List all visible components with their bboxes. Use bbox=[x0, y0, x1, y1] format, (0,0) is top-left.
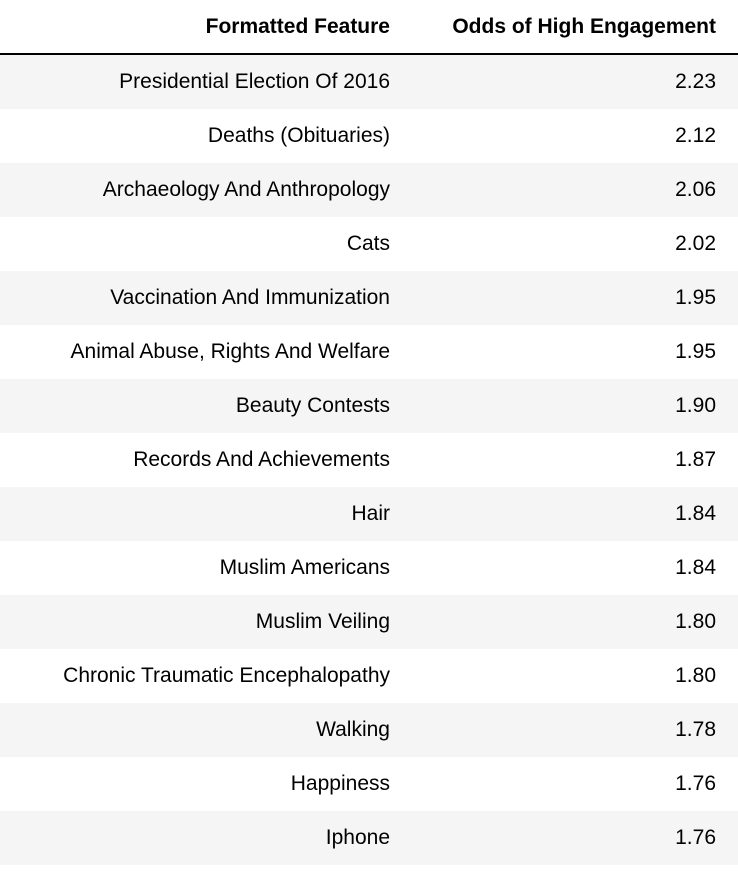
table-row: Happiness 1.76 bbox=[0, 757, 738, 811]
odds-cell: 1.84 bbox=[402, 541, 738, 595]
table-row: Muslim Americans 1.84 bbox=[0, 541, 738, 595]
feature-cell: Muslim Veiling bbox=[0, 595, 402, 649]
feature-cell: Walking bbox=[0, 703, 402, 757]
feature-cell: Records And Achievements bbox=[0, 433, 402, 487]
column-header-formatted-feature: Formatted Feature bbox=[0, 0, 402, 55]
odds-cell: 2.02 bbox=[402, 217, 738, 271]
odds-cell: 2.06 bbox=[402, 163, 738, 217]
feature-cell: Animal Abuse, Rights And Welfare bbox=[0, 325, 402, 379]
table-row: Archaeology And Anthropology 2.06 bbox=[0, 163, 738, 217]
odds-cell: 1.84 bbox=[402, 487, 738, 541]
table-row: Chronic Traumatic Encephalopathy 1.80 bbox=[0, 649, 738, 703]
odds-cell: 1.90 bbox=[402, 379, 738, 433]
odds-cell: 1.87 bbox=[402, 433, 738, 487]
table-row: Deaths (Obituaries) 2.12 bbox=[0, 109, 738, 163]
table-row: Records And Achievements 1.87 bbox=[0, 433, 738, 487]
odds-cell: 1.95 bbox=[402, 325, 738, 379]
table-header: Formatted Feature Odds of High Engagemen… bbox=[0, 0, 738, 55]
odds-cell: 1.76 bbox=[402, 757, 738, 811]
feature-cell: Deaths (Obituaries) bbox=[0, 109, 402, 163]
table-row: Vaccination And Immunization 1.95 bbox=[0, 271, 738, 325]
feature-cell: Chronic Traumatic Encephalopathy bbox=[0, 649, 402, 703]
column-header-odds: Odds of High Engagement bbox=[402, 0, 738, 55]
feature-cell: Cats bbox=[0, 217, 402, 271]
table-row: Muslim Veiling 1.80 bbox=[0, 595, 738, 649]
feature-cell: Iphone bbox=[0, 811, 402, 865]
header-row: Formatted Feature Odds of High Engagemen… bbox=[0, 0, 738, 55]
feature-cell: Vaccination And Immunization bbox=[0, 271, 402, 325]
table-row: Presidential Election Of 2016 2.23 bbox=[0, 54, 738, 109]
feature-cell: Beauty Contests bbox=[0, 379, 402, 433]
table-row: Iphone 1.76 bbox=[0, 811, 738, 865]
odds-cell: 2.12 bbox=[402, 109, 738, 163]
feature-cell: Presidential Election Of 2016 bbox=[0, 54, 402, 109]
feature-cell: Hair bbox=[0, 487, 402, 541]
table-body: Presidential Election Of 2016 2.23 Death… bbox=[0, 54, 738, 865]
odds-cell: 2.23 bbox=[402, 54, 738, 109]
table-row: Animal Abuse, Rights And Welfare 1.95 bbox=[0, 325, 738, 379]
feature-cell: Archaeology And Anthropology bbox=[0, 163, 402, 217]
feature-cell: Happiness bbox=[0, 757, 402, 811]
odds-cell: 1.78 bbox=[402, 703, 738, 757]
odds-cell: 1.95 bbox=[402, 271, 738, 325]
table-row: Hair 1.84 bbox=[0, 487, 738, 541]
odds-cell: 1.76 bbox=[402, 811, 738, 865]
table-row: Walking 1.78 bbox=[0, 703, 738, 757]
feature-cell: Muslim Americans bbox=[0, 541, 402, 595]
odds-cell: 1.80 bbox=[402, 649, 738, 703]
table-row: Cats 2.02 bbox=[0, 217, 738, 271]
odds-cell: 1.80 bbox=[402, 595, 738, 649]
table-row: Beauty Contests 1.90 bbox=[0, 379, 738, 433]
